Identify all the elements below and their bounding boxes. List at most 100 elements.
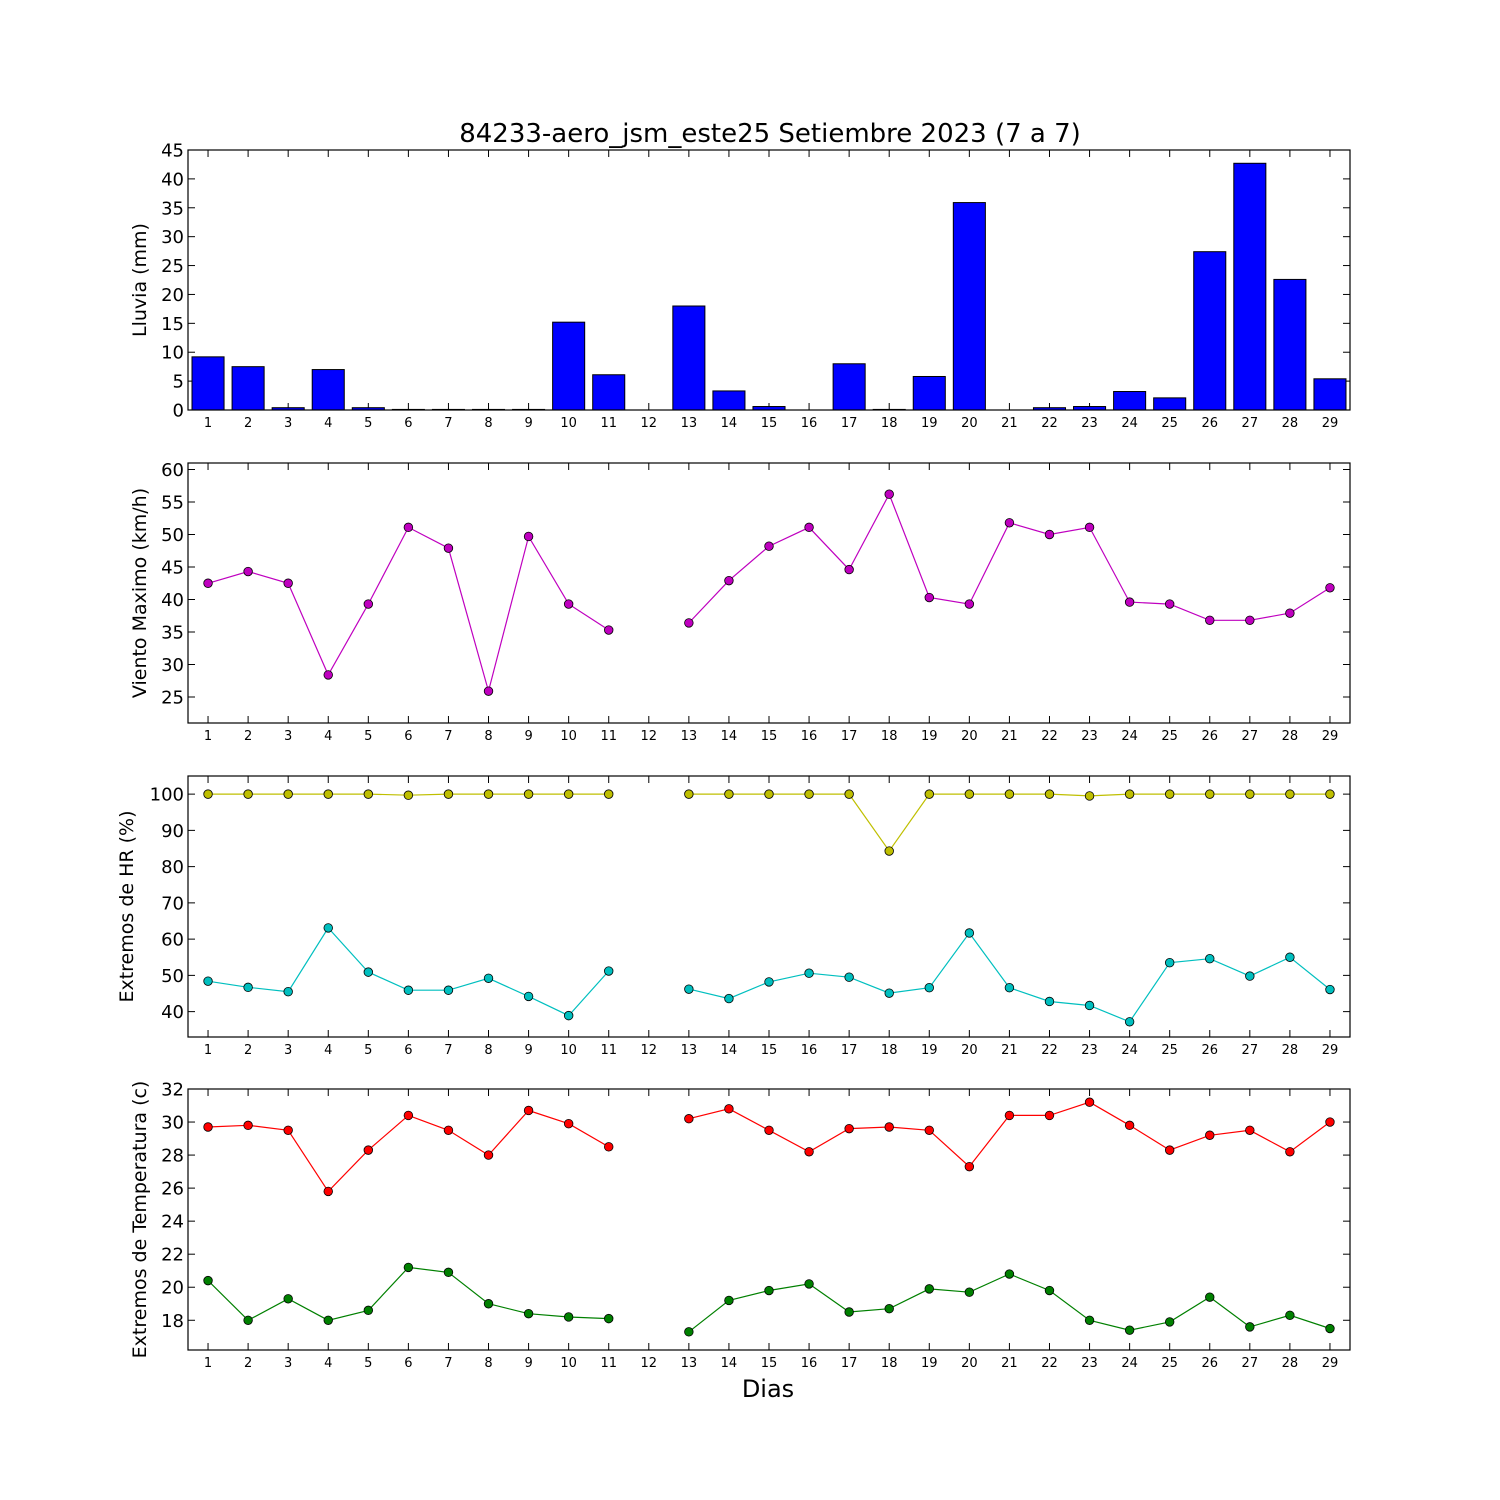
x-tick-label: 28 [1282,1356,1299,1371]
x-tick-label: 8 [484,1356,492,1371]
data-point [243,1120,253,1131]
x-tick-label: 4 [324,729,332,744]
x-tick-label: 22 [1041,416,1058,431]
data-point [604,625,614,635]
data-point [1205,954,1215,964]
bar [1233,162,1267,411]
data-point [483,1299,494,1309]
data-point [363,789,374,799]
data-point [1285,1310,1295,1321]
data-point [483,1150,494,1160]
bar [1273,278,1307,411]
data-point [1245,1125,1255,1135]
x-tick-label: 5 [364,1356,372,1371]
data-point [1285,952,1295,962]
y-tick-label: 25 [161,256,184,277]
bar [1113,391,1147,411]
series-line-2 [207,1266,1331,1333]
x-tick-label: 21 [1001,1356,1018,1371]
x-tick-label: 14 [721,729,738,744]
series-line-1 [207,1101,1331,1193]
data-point [804,968,814,978]
x-tick-label: 24 [1121,729,1138,744]
bar [1153,397,1187,411]
y-tick-label: 40 [161,1002,184,1023]
x-tick-label: 12 [641,1356,658,1371]
y-tick-label: 80 [161,857,184,878]
y-tick-label: 90 [161,821,184,842]
x-tick-label: 1 [204,416,212,431]
data-point [924,983,934,993]
data-point [1124,1325,1135,1335]
data-point [1325,583,1335,593]
x-tick-label: 20 [961,729,978,744]
x-tick-label: 12 [641,1043,658,1058]
data-point [1164,1317,1175,1327]
bar [1193,251,1227,411]
y-tick-label: 60 [161,930,184,951]
data-point [764,977,774,987]
y-tick-label: 30 [161,655,184,676]
x-tick-label: 11 [600,1043,617,1058]
y-tick-label: 22 [161,1245,184,1266]
x-tick-label: 18 [881,416,898,431]
data-point [323,1315,333,1325]
plot-frame [187,775,1351,1038]
data-point [203,1122,213,1132]
x-tick-label: 12 [641,729,658,744]
bar [672,305,706,411]
x-tick-label: 17 [841,416,858,431]
data-point [604,789,614,799]
data-point [884,489,894,499]
x-tick-label: 3 [284,1356,292,1371]
x-tick-label: 4 [324,416,332,431]
x-tick-label: 22 [1041,729,1058,744]
bar [552,321,586,411]
data-point [764,789,774,799]
data-point [443,1267,454,1278]
x-tick-label: 2 [244,1043,252,1058]
data-point [1245,615,1255,626]
data-point [924,1284,934,1294]
data-point [1245,971,1255,981]
x-tick-label: 14 [721,416,738,431]
data-point [563,1118,574,1129]
bar [952,202,986,411]
data-point [1124,1017,1135,1027]
data-point [563,1312,574,1322]
x-tick-label: 3 [284,729,292,744]
data-point [724,1104,734,1114]
data-point [804,1147,814,1157]
x-tick-label: 15 [761,1043,778,1058]
x-tick-label: 15 [761,1356,778,1371]
data-point [363,1305,374,1316]
data-point [924,1125,934,1135]
data-point [443,1125,454,1135]
data-point [1285,789,1295,799]
bar [231,366,265,411]
y-tick-label: 5 [173,372,184,393]
y-tick-label: 0 [173,401,184,422]
x-tick-label: 23 [1081,729,1098,744]
x-tick-label: 15 [761,416,778,431]
x-tick-label: 17 [841,1043,858,1058]
bar [311,369,345,411]
data-point [1044,1285,1055,1296]
y-axis-label: Lluvia (mm) [129,223,151,337]
data-point [1245,789,1255,799]
data-point [563,1010,574,1021]
data-point [604,966,614,976]
data-point [523,1105,534,1116]
data-point [1164,1145,1175,1155]
y-tick-label: 28 [161,1146,184,1167]
data-point [684,1114,694,1124]
data-point [764,1285,774,1296]
bar [191,356,225,411]
x-tick-label: 24 [1121,1043,1138,1058]
data-point [1285,1147,1295,1157]
bar [832,363,866,411]
data-point [1084,1315,1095,1325]
